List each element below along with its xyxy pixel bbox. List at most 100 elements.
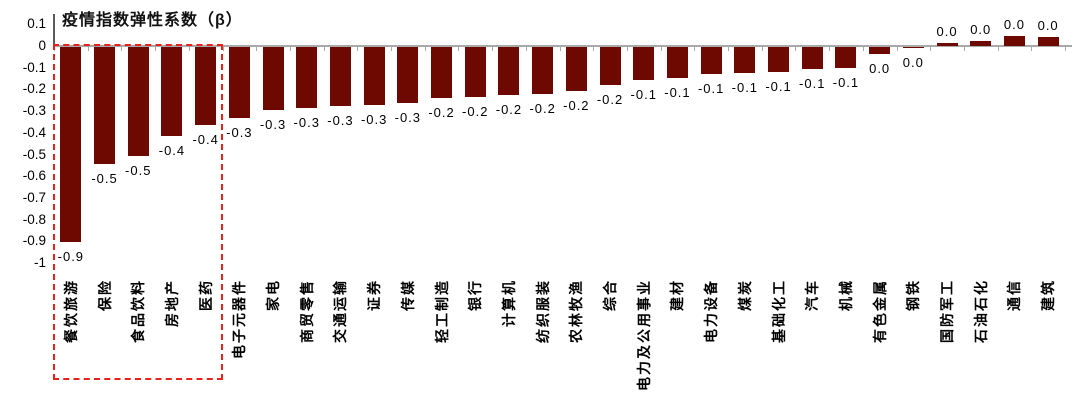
- y-axis-tick-label: -0.4: [22, 124, 46, 140]
- bar-value-label: -0.1: [697, 81, 725, 97]
- y-axis-tick-label: -0.8: [22, 211, 46, 227]
- x-axis-tick: [660, 47, 662, 51]
- x-axis-tick: [188, 47, 190, 51]
- bar-value-label: -0.3: [293, 114, 320, 130]
- bar-value-label: -0.2: [563, 98, 590, 114]
- category-label: 电子元器件: [231, 279, 248, 359]
- bar-综合: [599, 47, 621, 85]
- bar-电子元器件: [228, 47, 250, 118]
- category-label: 建材: [669, 279, 686, 311]
- x-axis-tick: [997, 47, 999, 51]
- bar-value-label: -0.2: [462, 103, 489, 119]
- x-axis-tick: [862, 47, 864, 51]
- category-label: 国防军工: [939, 279, 956, 343]
- bar-value-label: -0.3: [226, 124, 253, 140]
- x-axis-tick: [1031, 47, 1033, 51]
- x-axis-tick: [525, 47, 527, 51]
- y-axis-tick-label: -0.1: [22, 59, 46, 75]
- category-label: 建筑: [1040, 279, 1057, 311]
- bar-家电: [262, 47, 284, 110]
- bar-有色金属: [869, 47, 891, 54]
- bar-基础化工: [768, 47, 790, 72]
- bar-value-label: -0.2: [428, 104, 455, 120]
- category-label: 交通运输: [332, 279, 349, 343]
- bar-value-label: -0.3: [394, 110, 422, 126]
- x-axis-tick: [626, 47, 628, 51]
- bar-保险: [94, 47, 116, 165]
- x-axis-tick: [323, 47, 325, 51]
- bar-通信: [1003, 36, 1025, 46]
- category-label: 纺织服装: [534, 279, 551, 343]
- x-axis-tick: [424, 47, 426, 51]
- x-axis-tick: [593, 47, 595, 51]
- category-label: 通信: [1006, 279, 1023, 311]
- bar-煤炭: [734, 47, 756, 74]
- bar-value-label: -0.9: [57, 249, 85, 265]
- y-axis-tick-label: -0.7: [22, 189, 46, 205]
- category-label: 商贸零售: [298, 279, 315, 343]
- bar-value-label: -0.1: [630, 86, 657, 102]
- bar-食品饮料: [127, 47, 149, 156]
- category-label: 传媒: [399, 279, 416, 311]
- x-axis-tick: [289, 47, 291, 51]
- category-label: 证券: [366, 279, 383, 311]
- category-label: 钢铁: [905, 279, 922, 311]
- bar-value-label: 0.0: [936, 24, 958, 40]
- bar-value-label: 0.0: [1003, 17, 1025, 33]
- category-label: 电力及公用事业: [635, 279, 652, 391]
- bar-value-label: 0.0: [1037, 17, 1059, 33]
- x-axis-tick: [357, 47, 359, 51]
- category-label: 综合: [602, 279, 619, 311]
- bar-医药: [195, 47, 217, 126]
- y-axis-tick-label: -0.5: [22, 146, 46, 162]
- y-axis-tick-label: -0.9: [22, 233, 46, 249]
- bar-轻工制造: [431, 47, 453, 98]
- bar-计算机: [498, 47, 520, 95]
- y-axis-tick-label: 0.1: [27, 16, 46, 32]
- bar-value-label: 0.0: [902, 55, 924, 70]
- x-axis-tick: [795, 47, 797, 51]
- bar-value-label: -0.5: [125, 162, 152, 178]
- bar-value-label: -0.1: [765, 78, 792, 94]
- bar-value-label: -0.5: [91, 171, 118, 187]
- bar-value-label: -0.2: [529, 100, 556, 116]
- bar-传媒: [397, 47, 419, 104]
- category-label: 银行: [467, 279, 484, 311]
- bar-建材: [666, 47, 688, 79]
- x-axis-tick: [896, 47, 898, 51]
- x-axis-tick: [458, 47, 460, 51]
- bar-value-label: -0.1: [832, 74, 860, 90]
- bar-证券: [363, 47, 385, 105]
- bar-商贸零售: [296, 47, 318, 108]
- bar-value-label: -0.1: [799, 75, 826, 91]
- x-axis-tick: [222, 47, 224, 51]
- category-label: 基础化工: [770, 279, 787, 343]
- y-axis-line: [53, 14, 55, 46]
- bar-value-label: -0.3: [327, 112, 354, 128]
- x-axis-tick: [930, 47, 932, 51]
- x-axis-tick: [963, 47, 965, 51]
- bar-value-label: 0.0: [869, 60, 891, 76]
- bar-value-label: -0.3: [259, 116, 287, 132]
- category-label: 机械: [837, 279, 854, 311]
- x-axis-tick: [728, 47, 729, 51]
- x-axis-tick: [559, 47, 561, 51]
- x-axis-tick: [87, 47, 89, 51]
- bar-国防军工: [936, 43, 958, 46]
- category-label: 煤炭: [736, 279, 753, 311]
- bar-石油石化: [970, 40, 992, 46]
- bar-汽车: [801, 47, 823, 69]
- highlight-dashed-box: [53, 44, 223, 380]
- bar-value-label: -0.4: [158, 142, 186, 158]
- x-axis-tick: [829, 47, 831, 51]
- bar-机械: [835, 47, 857, 68]
- y-axis-tick-label: -0.2: [22, 81, 46, 97]
- y-axis-tick-label: -0.3: [22, 103, 46, 119]
- category-label: 石油石化: [972, 279, 989, 343]
- bar-银行: [464, 47, 486, 97]
- x-axis-tick: [694, 47, 696, 51]
- category-label: 计算机: [500, 279, 517, 327]
- bar-餐饮旅游: [60, 47, 82, 243]
- x-axis-tick: [492, 47, 494, 51]
